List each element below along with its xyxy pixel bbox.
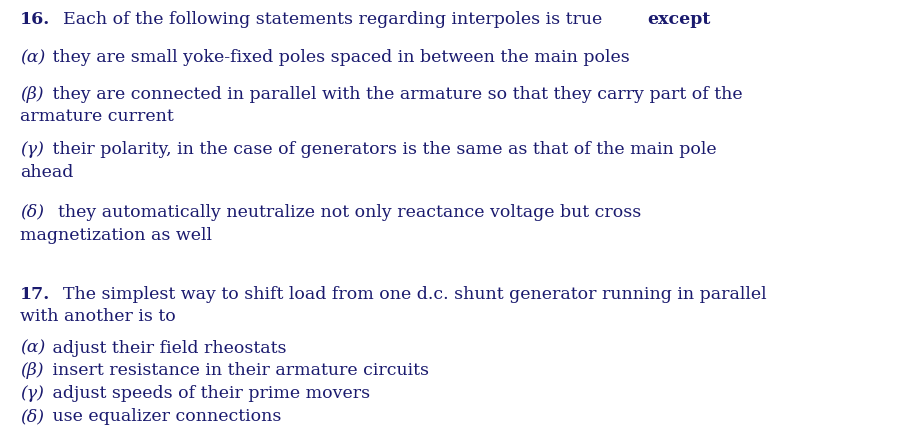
- Text: 17.: 17.: [20, 286, 50, 303]
- Text: (α): (α): [20, 339, 45, 357]
- Text: with another is to: with another is to: [20, 308, 176, 325]
- Text: The simplest way to shift load from one d.c. shunt generator running in parallel: The simplest way to shift load from one …: [63, 286, 767, 303]
- Text: they automatically neutralize not only reactance voltage but cross: they automatically neutralize not only r…: [47, 204, 642, 221]
- Text: insert resistance in their armature circuits: insert resistance in their armature circ…: [47, 362, 429, 379]
- Text: armature current: armature current: [20, 108, 174, 125]
- Text: ahead: ahead: [20, 164, 73, 181]
- Text: magnetization as well: magnetization as well: [20, 226, 212, 244]
- Text: (δ): (δ): [20, 204, 44, 221]
- Text: they are small yoke-fixed poles spaced in between the main poles: they are small yoke-fixed poles spaced i…: [47, 49, 630, 66]
- Text: their polarity, in the case of generators is the same as that of the main pole: their polarity, in the case of generator…: [47, 141, 716, 158]
- Text: (β): (β): [20, 85, 43, 102]
- Text: (β): (β): [20, 362, 43, 379]
- Text: except: except: [647, 11, 710, 28]
- Text: (δ): (δ): [20, 408, 44, 425]
- Text: (α): (α): [20, 49, 45, 66]
- Text: use equalizer connections: use equalizer connections: [47, 408, 281, 425]
- Text: they are connected in parallel with the armature so that they carry part of the: they are connected in parallel with the …: [47, 85, 742, 102]
- Text: Each of the following statements regarding interpoles is true: Each of the following statements regardi…: [63, 11, 608, 28]
- Text: 16.: 16.: [20, 11, 50, 28]
- Text: adjust their field rheostats: adjust their field rheostats: [47, 339, 287, 357]
- Text: (γ): (γ): [20, 141, 43, 158]
- Text: adjust speeds of their prime movers: adjust speeds of their prime movers: [47, 385, 370, 402]
- Text: (γ): (γ): [20, 385, 43, 402]
